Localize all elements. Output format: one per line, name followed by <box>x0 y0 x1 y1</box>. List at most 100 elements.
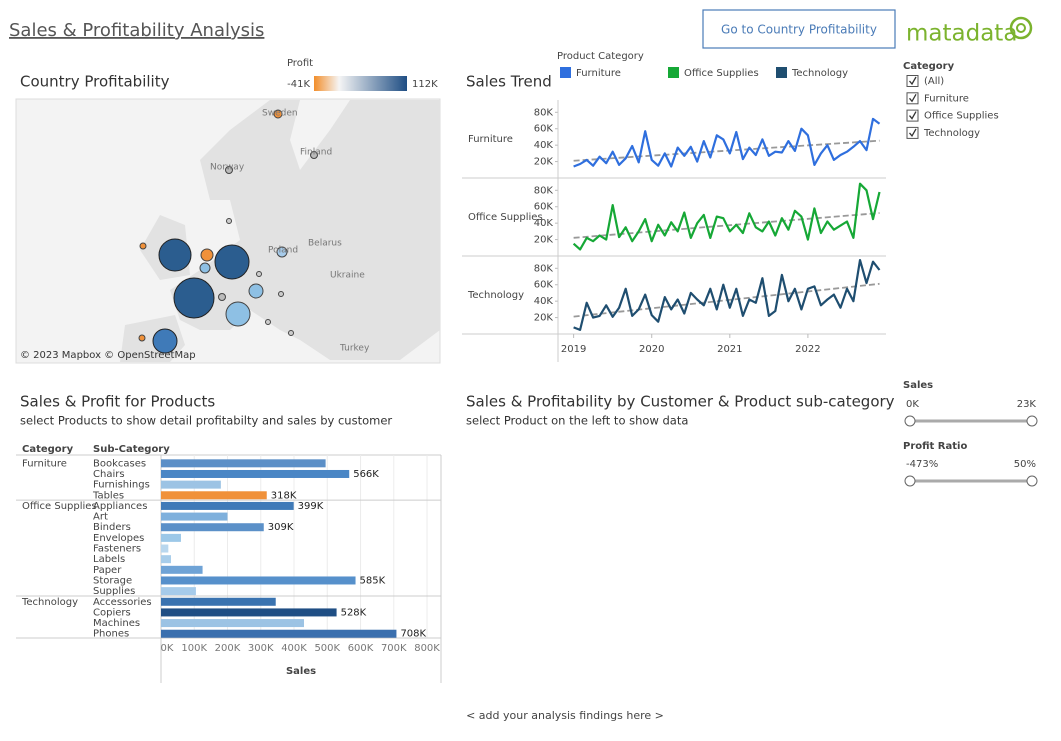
slider-handle[interactable] <box>904 415 916 427</box>
y-tick-label: 80K <box>534 185 554 196</box>
checkbox-label[interactable]: Furniture <box>924 93 969 104</box>
map-bubble[interactable] <box>256 271 262 277</box>
column-header: Category <box>22 444 74 455</box>
category-label: Binders <box>93 522 131 533</box>
legend-title: Product Category <box>557 51 644 62</box>
detail-subtitle: select Product on the left to show data <box>466 414 688 428</box>
x-tick-label: 300K <box>248 643 274 654</box>
category-label: Accessories <box>93 597 152 608</box>
checkbox-label[interactable]: (All) <box>924 76 944 87</box>
panel-label: Technology <box>467 290 524 301</box>
bar[interactable] <box>161 597 276 606</box>
checkbox[interactable] <box>906 92 919 105</box>
value-label: 708K <box>400 629 426 640</box>
map-bubble[interactable] <box>218 293 226 301</box>
bar[interactable] <box>161 544 169 553</box>
slider-handle[interactable] <box>904 475 916 487</box>
country-label: Turkey <box>339 344 370 354</box>
map-bubble[interactable] <box>273 109 283 119</box>
y-tick-label: 80K <box>534 107 554 118</box>
category-label: Tables <box>92 490 124 501</box>
bar[interactable] <box>161 501 294 510</box>
y-tick-label: 80K <box>534 263 554 274</box>
legend-min: -41K <box>287 79 310 90</box>
y-tick-label: 60K <box>534 202 554 213</box>
value-label: 585K <box>360 575 386 586</box>
chart-title: Sales Trend <box>466 73 552 91</box>
land <box>170 100 440 360</box>
map-bubble[interactable] <box>152 328 178 354</box>
category-label: Envelopes <box>93 533 144 544</box>
nav-button[interactable] <box>702 9 896 49</box>
bar[interactable] <box>161 469 350 478</box>
bar[interactable] <box>161 491 267 500</box>
checkbox-label[interactable]: Office Supplies <box>924 111 999 122</box>
chart-subtitle: select Products to show detail profitabi… <box>20 414 392 428</box>
slider-handle[interactable] <box>1026 475 1038 487</box>
bar[interactable] <box>161 629 397 638</box>
map-bubble[interactable] <box>248 283 264 299</box>
x-tick-label: 2022 <box>795 344 820 355</box>
map-bubble[interactable] <box>225 166 233 174</box>
checkbox[interactable] <box>906 126 919 139</box>
checkmark <box>909 93 917 103</box>
x-tick-label: 600K <box>348 643 374 654</box>
bar[interactable] <box>161 619 304 628</box>
map-bubble[interactable] <box>138 334 146 342</box>
map-bubble[interactable] <box>200 248 214 262</box>
checkbox[interactable] <box>906 109 919 122</box>
nav-button-label[interactable]: Go to Country Profitability <box>721 23 877 37</box>
value-label: 309K <box>268 522 294 533</box>
map-bubble[interactable] <box>173 277 215 319</box>
bar[interactable] <box>161 608 337 617</box>
map-bubble[interactable] <box>226 218 232 224</box>
map-credits: © 2023 Mapbox © OpenStreetMap <box>20 350 196 361</box>
bar[interactable] <box>161 565 203 574</box>
filter-title: Profit Ratio <box>903 441 967 452</box>
slider-handle[interactable] <box>1026 415 1038 427</box>
slider-max: 23K <box>1017 399 1037 410</box>
x-tick-label: 2021 <box>717 344 742 355</box>
category-label: Storage <box>93 575 132 586</box>
group-label: Office Supplies <box>22 501 97 512</box>
checkbox-label[interactable]: Technology <box>923 128 980 139</box>
bar[interactable] <box>161 576 356 585</box>
map-bubble[interactable] <box>225 301 251 327</box>
bar[interactable] <box>161 533 181 542</box>
map-bubble[interactable] <box>214 244 250 280</box>
map-bubble[interactable] <box>288 330 294 336</box>
logo-mark <box>1016 23 1026 33</box>
map-bubble[interactable] <box>158 238 192 272</box>
y-tick-label: 20K <box>534 157 554 168</box>
checkbox[interactable] <box>906 75 919 87</box>
bar[interactable] <box>161 459 326 468</box>
map-bubble[interactable] <box>265 319 271 325</box>
map-bubble[interactable] <box>199 262 211 274</box>
map: Sweden Finland Norway Poland Belarus Ukr… <box>15 98 441 364</box>
bar[interactable] <box>161 587 196 596</box>
x-tick-label: 400K <box>281 643 307 654</box>
legend-label: Office Supplies <box>684 68 759 79</box>
group-label: Technology <box>21 597 78 608</box>
legend-label: Technology <box>791 68 848 79</box>
bar[interactable] <box>161 555 171 564</box>
map-bubble[interactable] <box>278 291 284 297</box>
bar[interactable] <box>161 523 264 532</box>
category-label: Appliances <box>93 501 147 512</box>
chart-title: Sales & Profit for Products <box>20 393 215 411</box>
map-bubble[interactable] <box>139 242 147 250</box>
bar[interactable] <box>161 512 228 521</box>
x-tick-label: 200K <box>215 643 241 654</box>
map-bubble[interactable] <box>310 151 318 159</box>
bar[interactable] <box>161 480 221 489</box>
category-label: Copiers <box>93 607 131 618</box>
color-legend <box>314 76 407 91</box>
map-bubble[interactable] <box>276 246 288 258</box>
footer-note: < add your analysis findings here > <box>466 709 664 722</box>
category-label: Supplies <box>93 586 135 597</box>
slider-min: 0K <box>906 399 919 410</box>
checkmark <box>909 128 917 138</box>
checkmark <box>909 76 917 86</box>
country-label: Ukraine <box>330 271 365 281</box>
x-tick-label: 800K <box>414 643 440 654</box>
